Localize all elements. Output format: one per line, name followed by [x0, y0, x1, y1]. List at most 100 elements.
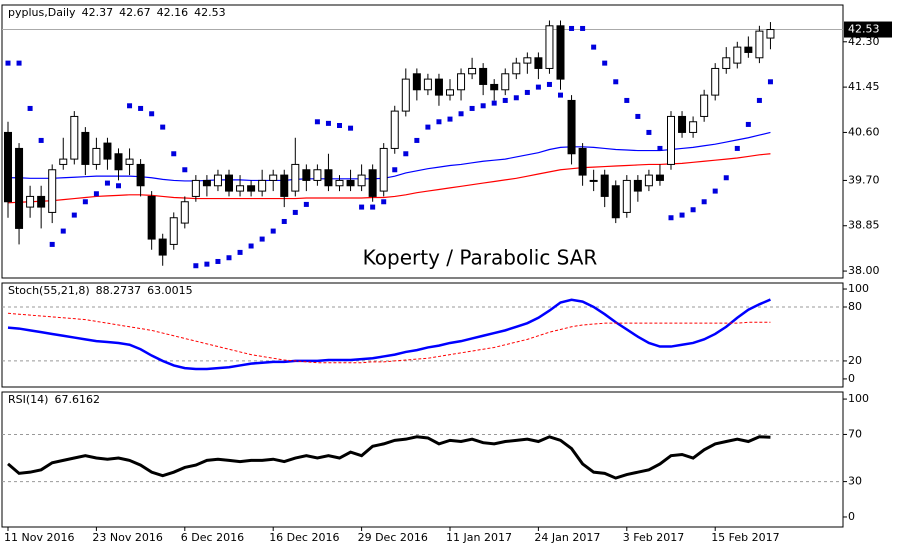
- candle-body: [622, 179, 631, 213]
- price-label: 42.53: [848, 23, 880, 36]
- sar-dot: [392, 167, 398, 173]
- candle-body: [48, 169, 57, 213]
- pane-frame: [1, 391, 844, 528]
- sar-dot: [160, 124, 166, 130]
- candle-body: [545, 25, 554, 69]
- sar-dot: [469, 105, 475, 111]
- sar-dot: [60, 228, 66, 234]
- sar-dot: [127, 103, 133, 109]
- y-tick-label: 42.30: [848, 35, 880, 48]
- y-tick-label: 30: [848, 475, 862, 488]
- pane-header: pyplus,Daily 42.37 42.67 42.16 42.53: [8, 6, 226, 19]
- sar-dot: [414, 137, 420, 143]
- candle-body: [324, 169, 333, 187]
- indicator-line: [7, 435, 771, 480]
- sar-dot: [613, 79, 619, 85]
- sar-dot: [558, 92, 563, 98]
- candle-body: [280, 174, 289, 197]
- y-tick-label: 38.85: [848, 219, 880, 232]
- pane-frame: [1, 4, 844, 279]
- moving-average: [8, 131, 771, 182]
- sar-dot: [226, 255, 232, 261]
- sar-dot: [93, 191, 99, 197]
- sar-dot: [38, 137, 44, 143]
- candle-body: [202, 179, 211, 187]
- annotation: Koperty / Parabolic SAR: [363, 246, 598, 270]
- pane-frame: [1, 282, 844, 388]
- candle-body: [490, 83, 499, 91]
- sar-dot: [756, 97, 762, 103]
- candle-body: [169, 217, 178, 245]
- candle-body: [722, 57, 731, 69]
- sar-dot: [215, 258, 221, 264]
- sar-dot: [535, 84, 541, 90]
- candle-body: [269, 174, 278, 181]
- candle-body: [567, 99, 576, 155]
- candle-body: [512, 62, 521, 75]
- sar-dot: [403, 151, 409, 157]
- sar-dot: [182, 167, 188, 173]
- candle-body: [501, 73, 510, 91]
- pane-title: RSI(14): [8, 393, 48, 406]
- candle-body: [711, 67, 720, 96]
- sar-dot: [71, 212, 77, 218]
- candle-body: [434, 78, 443, 96]
- candle-body: [600, 174, 609, 197]
- sar-dot: [248, 243, 254, 249]
- candle-body: [667, 115, 675, 165]
- sar-dot: [668, 215, 674, 221]
- candle-body: [379, 147, 388, 192]
- candle-body: [125, 158, 134, 165]
- candle-body: [733, 46, 742, 64]
- y-tick-label: 20: [848, 354, 862, 367]
- sar-dot: [580, 25, 586, 31]
- candle-body: [147, 195, 156, 240]
- y-tick-label: 0: [848, 372, 855, 385]
- ohlc-value: 42.37: [82, 6, 114, 19]
- candle-body: [368, 169, 377, 197]
- sar-dot: [436, 119, 442, 125]
- sar-dot: [701, 199, 707, 205]
- candle-body: [191, 179, 200, 197]
- candle-body: [291, 163, 300, 192]
- candle-body: [335, 179, 344, 187]
- candle-body: [225, 174, 233, 192]
- x-tick-label: 6 Dec 2016: [181, 531, 244, 544]
- sar-dot: [502, 97, 508, 103]
- sar-dot: [491, 100, 497, 106]
- candle-body: [37, 195, 46, 208]
- sar-dot: [712, 188, 718, 194]
- sar-dot: [259, 236, 265, 242]
- candle-body: [136, 163, 145, 187]
- candle-body: [755, 30, 764, 59]
- sar-dot: [370, 204, 376, 210]
- sar-dot: [480, 103, 486, 109]
- candle-body: [236, 185, 245, 192]
- sar-dot: [16, 60, 22, 66]
- sar-dot: [624, 97, 630, 103]
- sar-dot: [381, 199, 387, 205]
- candle-body: [357, 174, 366, 187]
- sar-dot: [292, 209, 298, 215]
- sar-dot: [149, 111, 155, 117]
- sar-dot: [171, 151, 177, 157]
- candle-body: [346, 179, 355, 187]
- candle-body: [578, 147, 587, 176]
- sar-dot: [49, 241, 55, 247]
- sar-dot: [104, 180, 110, 186]
- y-tick-label: 39.70: [848, 173, 880, 186]
- pane-title: Stoch(55,21,8): [8, 284, 90, 297]
- sar-dot: [646, 129, 652, 135]
- candle-body: [390, 110, 399, 149]
- moving-average: [7, 153, 771, 204]
- candle-body: [92, 147, 101, 165]
- sar-dot: [425, 124, 431, 130]
- candle-body: [611, 185, 620, 219]
- x-tick-label: 23 Nov 2016: [92, 531, 162, 544]
- sar-dot: [237, 249, 243, 255]
- sar-dot: [138, 105, 144, 111]
- candle-body: [103, 142, 112, 160]
- sar-dot: [690, 207, 696, 213]
- candle-body: [678, 115, 687, 133]
